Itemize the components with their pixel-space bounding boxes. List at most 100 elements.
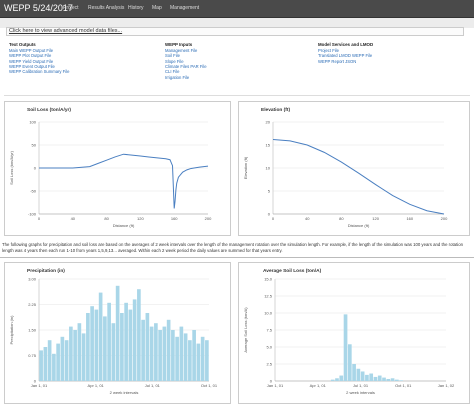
- bar: [171, 330, 175, 381]
- bar: [356, 368, 361, 381]
- y-tick-label: 10: [266, 166, 271, 171]
- bar: [86, 313, 90, 381]
- main-wepp-output-link[interactable]: Main WEPP Output File: [9, 47, 54, 53]
- x-tick-label: 40: [305, 216, 310, 221]
- bar: [128, 309, 133, 381]
- y-tick-label: 0.75: [28, 353, 37, 358]
- model-services-column: Model Services and LMOD Project File Tra…: [318, 42, 373, 64]
- y-tick-label: 10.0: [264, 311, 273, 316]
- project-file-link[interactable]: Project File: [318, 47, 339, 53]
- slope-file-link[interactable]: Slope File: [165, 58, 184, 64]
- bar: [145, 313, 150, 381]
- bar: [52, 353, 56, 381]
- precipitation-chart-panel: Precipitation (in) 3.00 2.25 1.50 0.75 0 Preci…: [4, 262, 231, 404]
- x-tick-label: Apr 1, 01: [310, 383, 327, 388]
- wepp-yield-output-link[interactable]: WEPP Yield Output File: [9, 58, 54, 64]
- bar: [64, 340, 69, 381]
- bar: [141, 319, 145, 381]
- y-tick-label: 15.0: [264, 277, 273, 282]
- y-axis-label: Soil Loss (ton/A/yr): [9, 150, 14, 184]
- wepp-calibration-summary-link[interactable]: WEPP Calibration Summary File: [9, 69, 70, 75]
- bar: [192, 330, 196, 381]
- series-line: [272, 138, 445, 215]
- nav-management[interactable]: Management: [170, 5, 200, 11]
- wepp-event-output-link[interactable]: WEPP Event Output File: [9, 64, 55, 70]
- app-brand[interactable]: WEPP 5/24/2017: [4, 3, 73, 13]
- climate-par-file-link[interactable]: Climate Files PAR File: [165, 64, 207, 70]
- text-outputs-header: Text Outputs: [9, 42, 36, 47]
- bar: [200, 336, 205, 381]
- bar: [77, 323, 82, 381]
- wepp-inputs-column: WEPP Inputs Management File Soil File Sl…: [165, 42, 207, 80]
- x-tick-label: Jan 1, 01: [31, 383, 48, 388]
- y-tick-label: 50: [32, 143, 37, 148]
- y-axis-label: Elevation (ft): [243, 156, 248, 179]
- elevation-chart-panel: Elevation (ft) 20 15 10 5 0 Elevation (ft) 0 40 8…: [238, 101, 470, 236]
- bar: [330, 379, 335, 381]
- y-tick-label: 0: [34, 379, 37, 384]
- bar: [335, 378, 339, 381]
- soil-loss-chart: Soil Loss (ton/A/yr) 100 50 0 -50 -100 Soil Lo…: [9, 107, 212, 228]
- irrigation-file-link[interactable]: Irrigation File: [165, 74, 190, 80]
- bar: [386, 378, 391, 381]
- nav-map[interactable]: Map: [152, 5, 162, 11]
- translated-lmod-file-link[interactable]: Translated LMOD WEPP File: [318, 53, 373, 59]
- subheader-bar: [0, 18, 474, 28]
- management-file-link[interactable]: Management File: [165, 47, 198, 53]
- average-soil-loss-chart: Average Soil Loss (ton/A) 15.0 12.5 10.0 7.5…: [243, 268, 455, 395]
- chart-title: Elevation (ft): [261, 107, 290, 113]
- bar: [47, 340, 52, 381]
- averaging-note: The following graphs for precipitation a…: [2, 242, 463, 253]
- note-separator: [0, 257, 474, 258]
- y-tick-label: 2.5: [266, 362, 272, 367]
- bar: [115, 285, 120, 381]
- chart-title: Average Soil Loss (ton/A): [263, 268, 322, 274]
- advanced-model-files-button[interactable]: Click here to view advanced model data f…: [6, 27, 464, 36]
- soil-loss-chart-panel: Soil Loss (ton/A/yr) 100 50 0 -50 -100 Soil Lo…: [4, 101, 231, 236]
- nav-results-analysis[interactable]: Results Analysis: [88, 5, 125, 11]
- y-tick-label: 0: [34, 166, 37, 171]
- bar: [69, 326, 73, 381]
- y-tick-label: 0: [270, 379, 273, 384]
- wepp-report-json-link[interactable]: WEPP Report JSON: [318, 58, 357, 64]
- x-tick-label: 0: [272, 216, 275, 221]
- bar: [395, 379, 399, 381]
- top-navbar: WEPP 5/24/2017 Project Results Analysis …: [0, 0, 474, 18]
- nav-project[interactable]: Project: [63, 5, 79, 11]
- bar: [360, 371, 365, 381]
- bar: [132, 299, 137, 381]
- x-tick-label: Jul 1, 01: [353, 383, 369, 388]
- wepp-plot-output-link[interactable]: WEPP Plot Output File: [9, 53, 52, 59]
- x-axis-label: Distance (ft): [113, 223, 135, 228]
- x-tick-label: 80: [104, 216, 109, 221]
- x-tick-label: Jan 1, 02: [438, 383, 455, 388]
- bar: [60, 336, 65, 381]
- x-tick-label: 80: [339, 216, 344, 221]
- advanced-model-files-link[interactable]: Click here to view advanced model data f…: [9, 28, 123, 34]
- bar: [183, 333, 188, 381]
- bar: [94, 309, 99, 381]
- y-tick-label: -50: [30, 189, 37, 194]
- bar: [98, 292, 103, 381]
- bar: [352, 364, 356, 381]
- x-tick-label: Apr 1, 01: [88, 383, 105, 388]
- precipitation-chart: Precipitation (in) 3.00 2.25 1.50 0.75 0 Preci…: [9, 268, 218, 395]
- y-tick-label: 100: [29, 120, 36, 125]
- bar: [175, 336, 179, 381]
- bar: [382, 377, 386, 381]
- nav-history[interactable]: History: [128, 5, 144, 11]
- cli-file-link[interactable]: CLI File: [165, 69, 180, 75]
- bar: [111, 323, 116, 381]
- bar: [124, 302, 128, 381]
- bar: [399, 380, 403, 381]
- chart-title: Precipitation (in): [27, 268, 65, 274]
- y-axis-label: Average Soil Loss (ton/A): [243, 307, 248, 353]
- x-axis-label: 2 week intervals: [346, 390, 375, 395]
- bar: [339, 375, 344, 381]
- bar: [188, 340, 192, 381]
- bar: [377, 375, 382, 381]
- bar: [81, 333, 86, 381]
- bar: [390, 378, 395, 381]
- y-tick-label: 0: [268, 212, 271, 217]
- soil-file-link[interactable]: Soil File: [165, 53, 180, 59]
